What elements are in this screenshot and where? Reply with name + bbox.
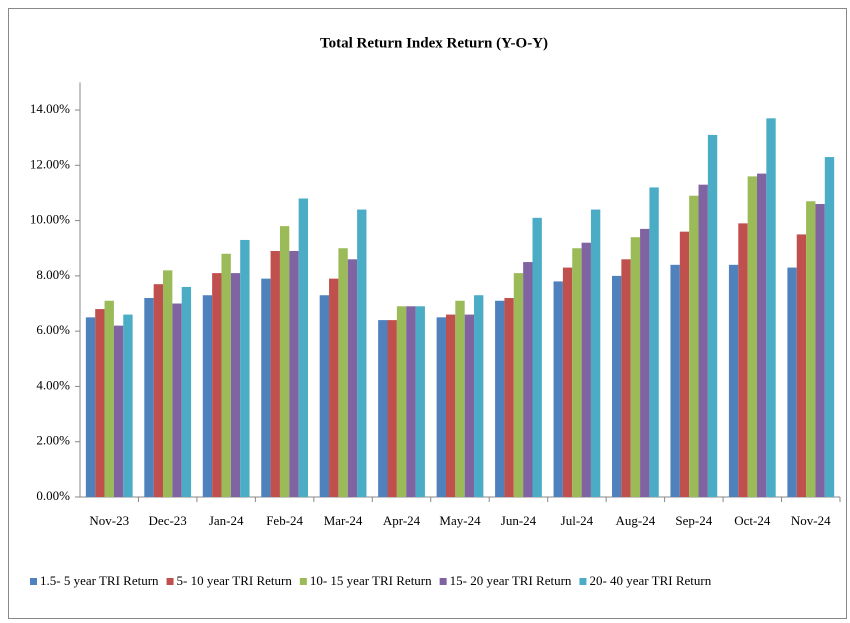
y-tick-label: 12.00% [30, 156, 70, 171]
legend-swatch [439, 578, 447, 585]
bar [738, 223, 748, 497]
bar [513, 273, 524, 497]
x-tick-label: Jul-24 [561, 513, 594, 528]
bar [581, 242, 591, 497]
legend-swatch [579, 578, 587, 585]
legend-swatch [30, 578, 37, 585]
bar [612, 275, 622, 497]
bar [270, 251, 280, 497]
bar [396, 306, 407, 497]
legend-label: 15- 20 year TRI Return [450, 573, 572, 588]
bar [338, 248, 348, 497]
bar [523, 262, 533, 497]
bar [104, 300, 114, 497]
bar [562, 267, 573, 497]
bar [298, 198, 308, 497]
x-tick-label: Jan-24 [209, 513, 244, 528]
bar [787, 267, 797, 497]
bar [329, 278, 339, 497]
x-tick-label: Aug-24 [616, 513, 656, 528]
x-tick-label: Apr-24 [383, 513, 421, 528]
bar [679, 231, 690, 497]
bar [279, 226, 290, 498]
bar [670, 264, 680, 497]
bar [689, 195, 699, 497]
bar [347, 259, 358, 497]
bar [572, 248, 582, 497]
y-tick-label: 0.00% [36, 488, 70, 503]
bar [728, 264, 739, 497]
bar [707, 134, 718, 497]
bar [436, 317, 446, 497]
chart-title: Total Return Index Return (Y-O-Y) [320, 35, 548, 51]
bar [796, 234, 807, 498]
bar [415, 306, 425, 497]
chart-border [8, 8, 847, 619]
bar [319, 295, 330, 497]
x-tick-label: May-24 [439, 513, 481, 528]
x-tick-label: Dec-23 [149, 513, 187, 528]
x-tick-label: Sep-24 [675, 513, 712, 528]
bar [261, 278, 271, 497]
bar [163, 270, 173, 497]
bar [621, 259, 631, 497]
bar [495, 300, 505, 497]
legend-label: 20- 40 year TRI Return [589, 573, 711, 588]
bar [153, 284, 164, 497]
bar [240, 239, 250, 497]
bar [85, 317, 96, 497]
legend-swatch [299, 578, 307, 585]
legend-label: 10- 15 year TRI Return [310, 573, 432, 588]
x-tick-label: Feb-24 [266, 513, 303, 528]
legend-swatch [166, 578, 174, 585]
y-tick-label: 6.00% [36, 322, 70, 337]
bar [455, 300, 465, 497]
bar [221, 253, 231, 497]
bar [553, 281, 563, 497]
bar [144, 297, 154, 497]
legend-label: 5- 10 year TRI Return [177, 573, 293, 588]
bar [806, 201, 816, 497]
bar [445, 314, 456, 497]
bar [113, 325, 124, 497]
bar [504, 297, 514, 497]
x-tick-label: Nov-24 [791, 513, 831, 528]
bar [474, 295, 484, 497]
bar [756, 173, 767, 497]
bar [357, 209, 367, 497]
bar [464, 314, 475, 497]
bar [640, 228, 650, 497]
y-tick-label: 4.00% [36, 377, 70, 392]
bar [766, 118, 776, 497]
bar [123, 314, 133, 497]
x-tick-label: Mar-24 [324, 513, 363, 528]
x-tick-label: Oct-24 [734, 513, 771, 528]
y-tick-label: 14.00% [30, 101, 70, 116]
bar [630, 237, 641, 497]
legend-label: 1.5- 5 year TRI Return [40, 573, 159, 588]
y-tick-label: 2.00% [36, 433, 70, 448]
bar [289, 251, 299, 497]
bar [532, 217, 542, 497]
bar [172, 303, 182, 497]
y-tick-label: 10.00% [30, 212, 70, 227]
bar [406, 306, 416, 497]
bar [181, 286, 192, 497]
bar [824, 157, 835, 497]
bar [378, 320, 388, 497]
bar [387, 320, 397, 497]
bar [815, 204, 825, 498]
bar [698, 184, 708, 497]
x-tick-label: Jun-24 [501, 513, 537, 528]
x-tick-label: Nov-23 [89, 513, 129, 528]
bar [95, 309, 105, 497]
y-tick-label: 8.00% [36, 267, 70, 282]
bar [590, 209, 601, 497]
bar [202, 295, 213, 497]
bar [747, 176, 757, 497]
bar [230, 273, 241, 497]
bar [212, 273, 222, 497]
bar [649, 187, 659, 497]
